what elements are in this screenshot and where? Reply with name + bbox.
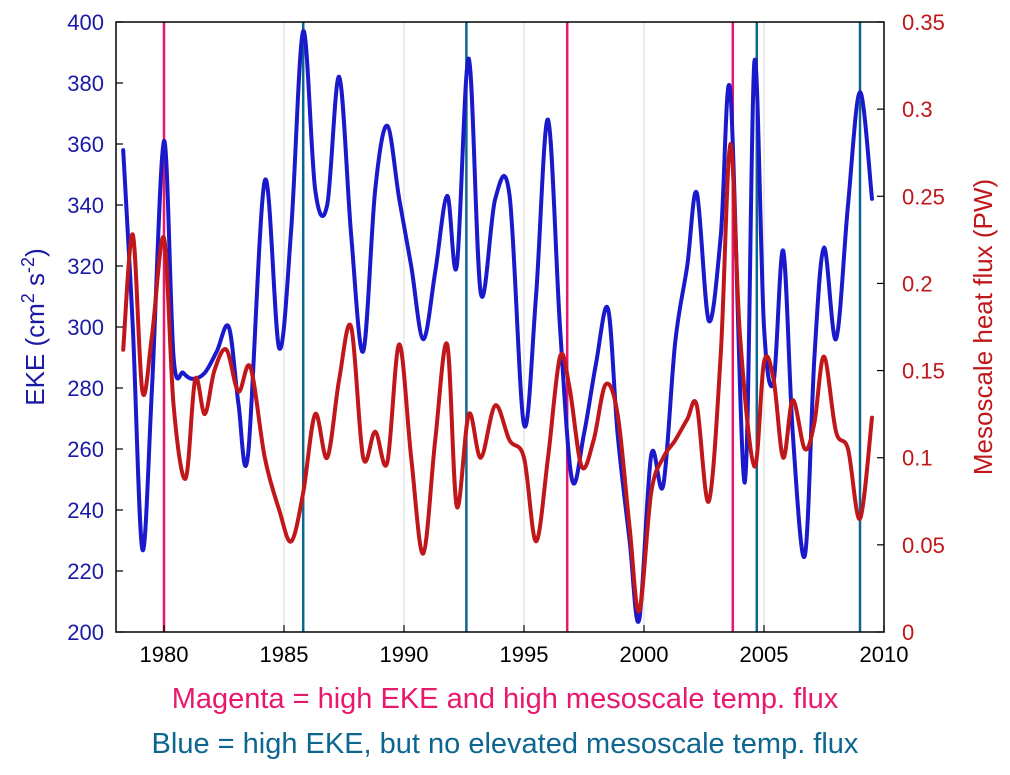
tick-label-right-0.3: 0.3 xyxy=(902,97,933,122)
tick-label-right-0.05: 0.05 xyxy=(902,533,945,558)
tick-label-x-1990: 1990 xyxy=(380,642,429,667)
event-lines xyxy=(162,22,862,632)
tick-label-left-280: 280 xyxy=(67,376,104,401)
tick-label-left-340: 340 xyxy=(67,193,104,218)
tick-label-left-220: 220 xyxy=(67,559,104,584)
tick-label-right-0.2: 0.2 xyxy=(902,271,933,296)
tick-label-x-1995: 1995 xyxy=(500,642,549,667)
tick-label-left-360: 360 xyxy=(67,132,104,157)
caption-blue: Blue = high EKE, but no elevated mesosca… xyxy=(151,728,859,760)
data-series xyxy=(121,29,874,624)
y-axis-label-right: Mesoscale heat flux (PW) xyxy=(968,179,998,475)
y-axis-label-left-sup2: -2 xyxy=(18,257,38,273)
tick-label-x-2005: 2005 xyxy=(740,642,789,667)
tick-label-right-0.15: 0.15 xyxy=(902,359,945,384)
caption-magenta: Magenta = high EKE and high mesoscale te… xyxy=(171,683,839,715)
tick-label-left-380: 380 xyxy=(67,71,104,96)
y-axis-label-left-sup1: 2 xyxy=(18,293,38,303)
tick-label-left-260: 260 xyxy=(67,437,104,462)
y-axis-label-left-end: ) xyxy=(20,248,50,257)
tick-label-left-200: 200 xyxy=(67,620,104,645)
series-line-heat-flux xyxy=(121,141,874,614)
tick-label-x-2000: 2000 xyxy=(620,642,669,667)
tick-label-x-2010: 2010 xyxy=(860,642,909,667)
tick-label-left-240: 240 xyxy=(67,498,104,523)
chart: 200 220 240 260 280 300 320 340 360 380 400 0 0.05 0.… xyxy=(18,10,998,667)
y-axis-label-left-mid: s xyxy=(20,273,50,293)
tick-label-left-300: 300 xyxy=(67,315,104,340)
y-axis-label-left: EKE (cm2 s-2) xyxy=(18,248,50,406)
y-axis-label-left-main: EKE (cm xyxy=(20,303,50,406)
tick-label-x-1980: 1980 xyxy=(140,642,189,667)
plot-frame xyxy=(115,21,885,633)
tick-label-left-320: 320 xyxy=(67,254,104,279)
series-line-eke xyxy=(121,29,874,624)
axis-ticks: 200 220 240 260 280 300 320 340 360 380 400 0 0.05 0.… xyxy=(67,10,945,667)
tick-label-right-0.25: 0.25 xyxy=(902,184,945,209)
tick-label-x-1985: 1985 xyxy=(260,642,309,667)
tick-label-right-0.1: 0.1 xyxy=(902,446,933,471)
tick-label-right-0: 0 xyxy=(902,620,914,645)
tick-label-left-400: 400 xyxy=(67,10,104,35)
tick-label-right-0.35: 0.35 xyxy=(902,10,945,35)
